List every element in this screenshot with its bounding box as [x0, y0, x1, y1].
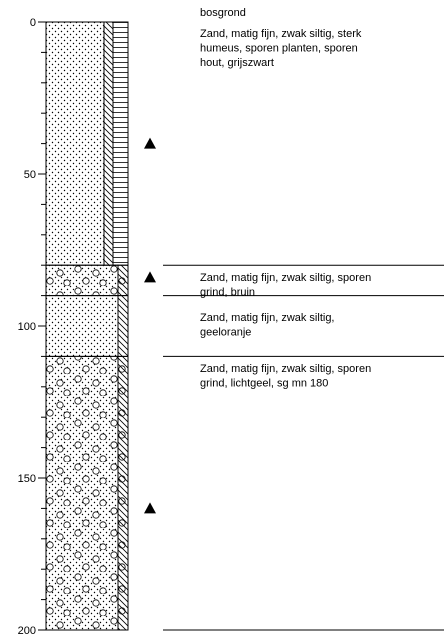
sand: [46, 22, 104, 266]
sample-marker: [144, 271, 156, 283]
gravel: [46, 265, 126, 296]
sand: [46, 295, 118, 357]
depth-label: 150: [18, 473, 36, 485]
sample-marker: [144, 502, 156, 514]
silt-strip: [103, 21, 114, 266]
depth-label: 200: [18, 625, 36, 634]
layer-description: humeus, sporen planten, sporen: [200, 43, 358, 55]
silt-strip: [117, 264, 129, 297]
depth-label: 0: [30, 17, 36, 29]
layer-description: grind, lichtgeel, sg mn 180: [200, 378, 328, 390]
layer-description: grind, bruin: [200, 287, 255, 299]
humus-strip: [112, 21, 129, 266]
layer-description: Zand, matig fijn, zwak siltig, sporen: [200, 272, 371, 284]
depth-label: 100: [18, 321, 36, 333]
silt-strip: [117, 295, 129, 357]
layer-description: Zand, matig fijn, zwak siltig, sterk: [200, 28, 362, 40]
silt-strip: [117, 355, 129, 631]
layer-description: hout, grijszwart: [200, 57, 274, 69]
sample-marker: [144, 137, 156, 149]
layer-description: Zand, matig fijn, zwak siltig,: [200, 312, 335, 324]
depth-label: 50: [24, 169, 36, 181]
gravel: [46, 356, 126, 630]
surface-label: bosgrond: [200, 7, 246, 19]
layer-description: Zand, matig fijn, zwak siltig, sporen: [200, 363, 371, 375]
layer-description: geeloranje: [200, 327, 251, 339]
